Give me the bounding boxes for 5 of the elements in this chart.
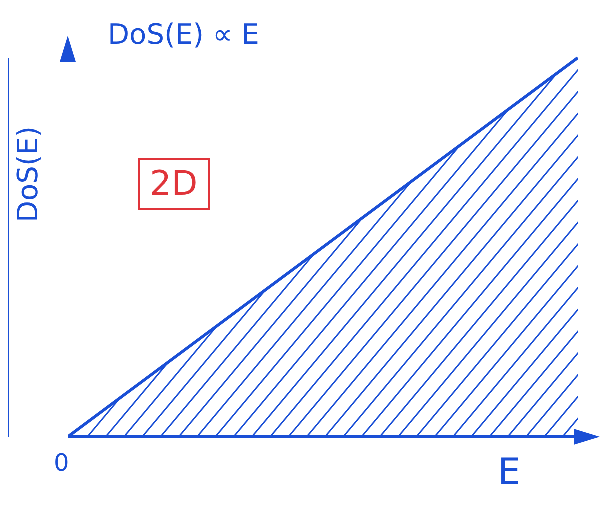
x-axis-title: E [498, 452, 521, 493]
text: 0 [54, 449, 70, 477]
y-axis-title: DoS(E) [12, 126, 44, 225]
chart-title: DoS(E) ∝ E [108, 18, 260, 51]
annotation: 2D [138, 158, 210, 210]
